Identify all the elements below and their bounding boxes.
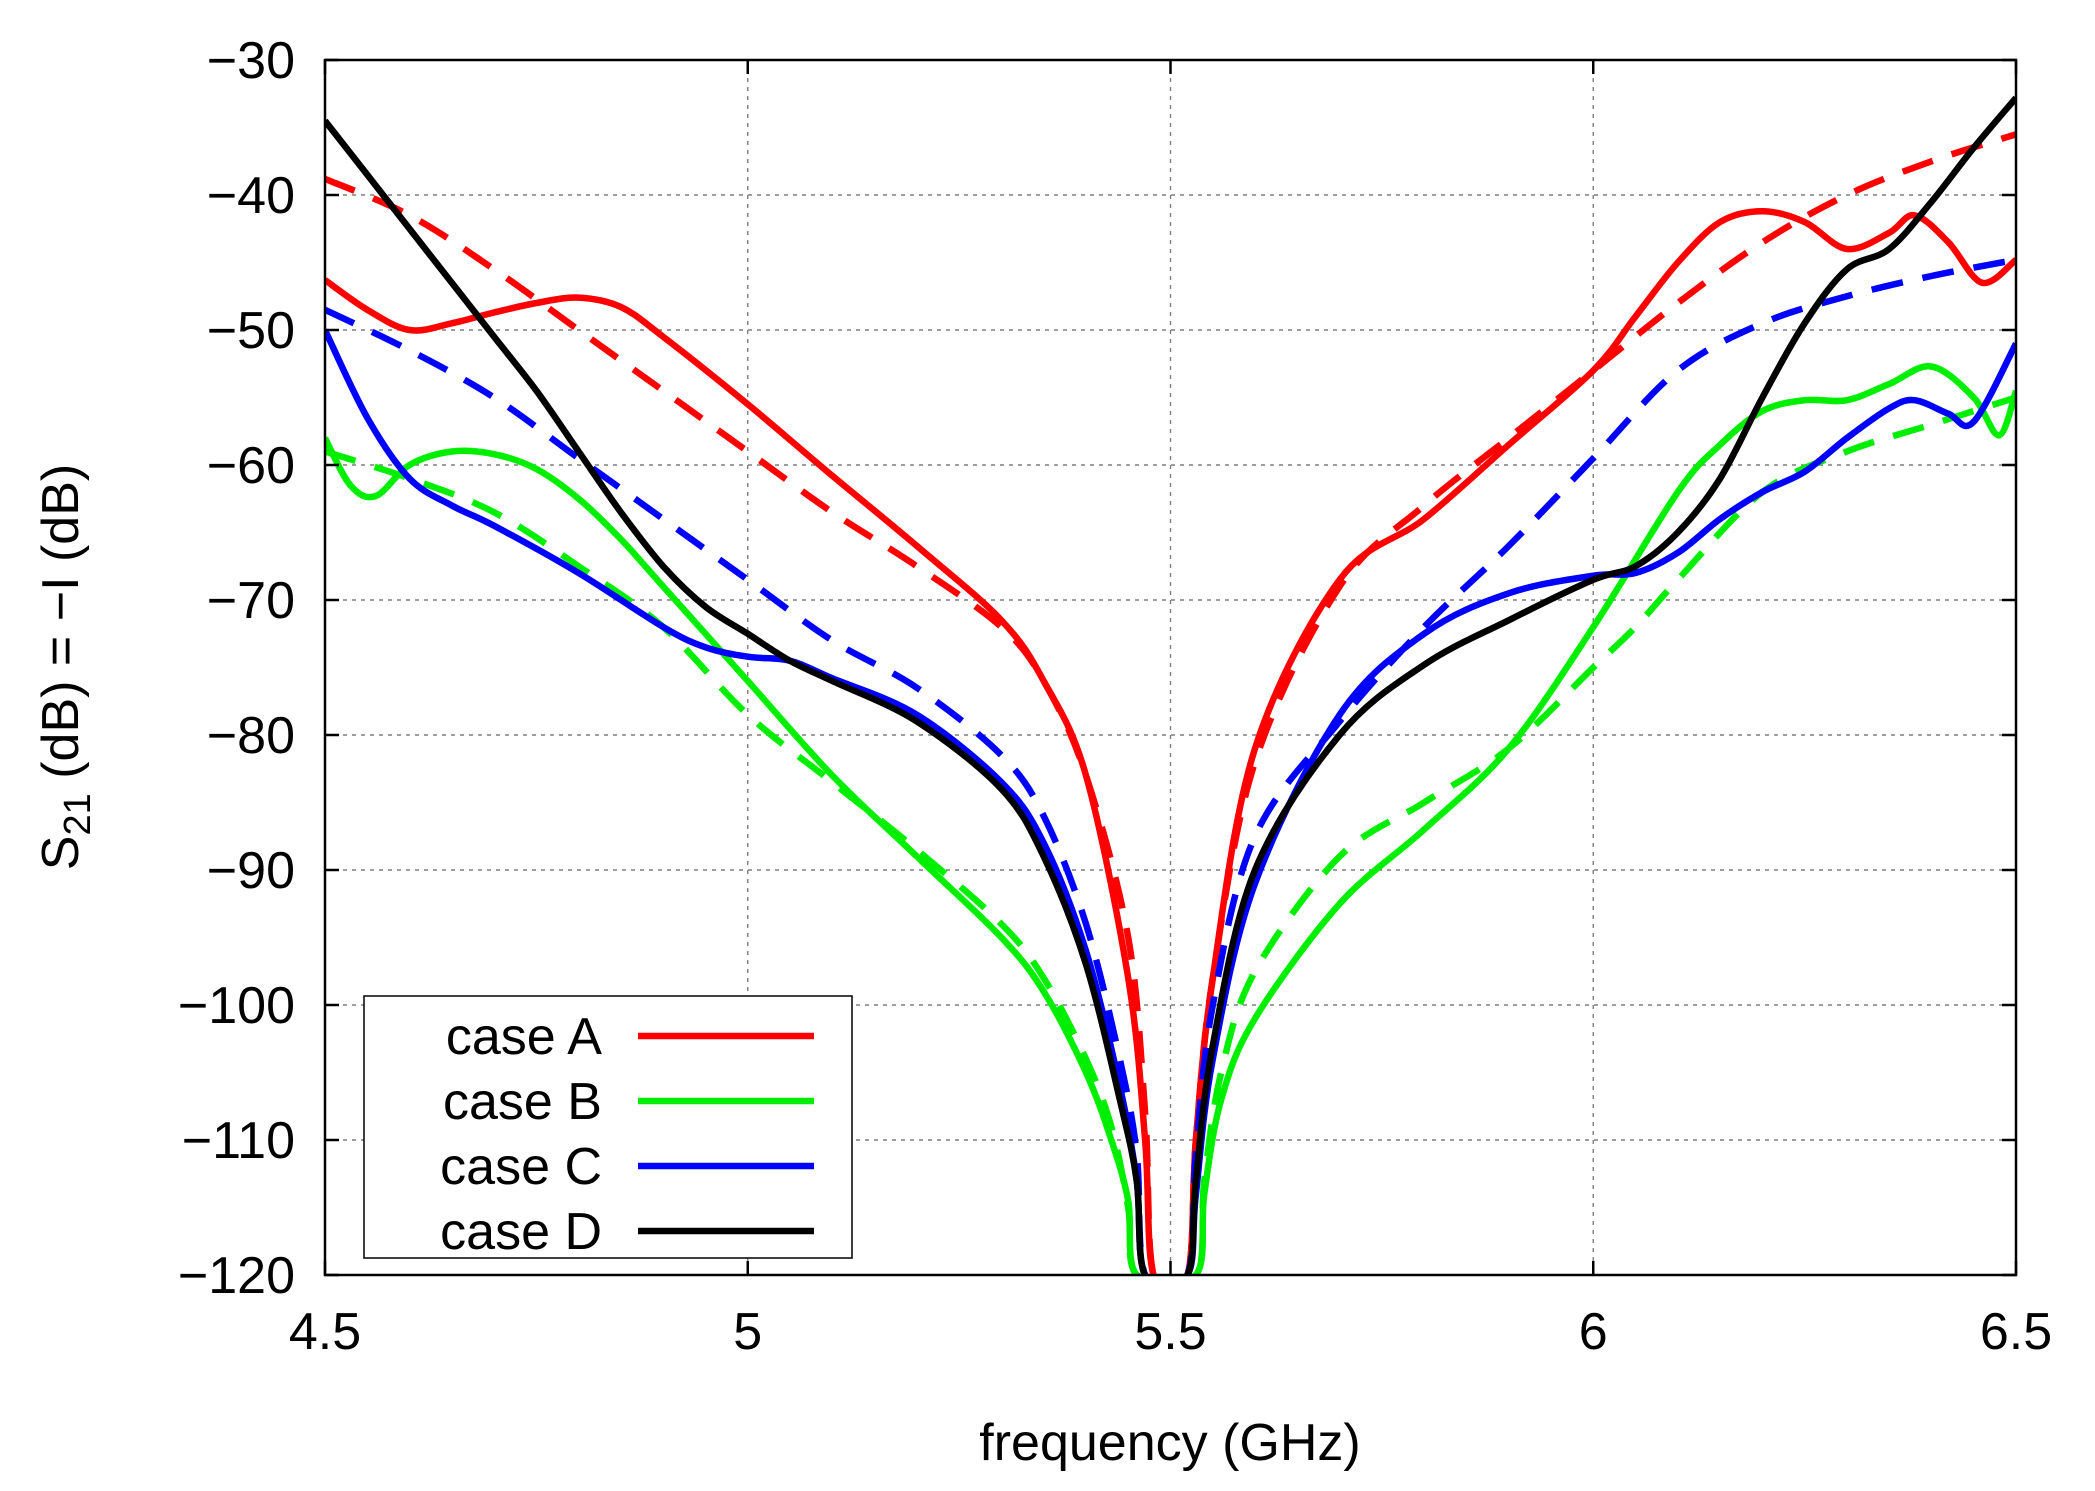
legend: case A case B case C case D — [363, 995, 853, 1261]
y-axis-label: S21 (dB) = −I (dB) — [32, 464, 99, 870]
x-axis-label: frequency (GHz) — [979, 1414, 1360, 1472]
series-case-b — [325, 363, 2016, 1275]
y-label-subscript: 21 — [57, 793, 99, 835]
legend-label: case B — [443, 1073, 602, 1131]
y-tick-label: −80 — [207, 707, 295, 765]
y-tick-label: −50 — [207, 302, 295, 360]
series-case-d — [325, 95, 2016, 1275]
series-case-a-dashed — [325, 131, 2016, 1275]
y-tick-label: −60 — [207, 437, 295, 495]
series-case-c-dashed — [325, 256, 2016, 1275]
y-tick-label: −30 — [207, 32, 295, 90]
x-tick-label: 4.5 — [289, 1303, 361, 1361]
x-tick-label: 5.5 — [1134, 1303, 1206, 1361]
axis-ticks: 4.5 5 5.5 6 6.5 −30 −40 −50 −60 −70 −80 −90 −100 −110… — [178, 32, 2052, 1361]
y-label-main: S — [32, 836, 90, 871]
y-tick-label: −100 — [178, 977, 295, 1035]
legend-box — [363, 995, 853, 1259]
x-tick-label: 6 — [1579, 1303, 1608, 1361]
y-tick-label: −70 — [207, 572, 295, 630]
y-tick-label: −110 — [182, 1112, 295, 1170]
series-case-b-dashed — [325, 394, 2016, 1275]
legend-label: case D — [440, 1203, 602, 1261]
y-label-rest: (dB) = −I (dB) — [32, 464, 90, 793]
legend-label: case C — [440, 1138, 602, 1196]
x-tick-label: 6.5 — [1980, 1303, 2052, 1361]
y-tick-label: −120 — [178, 1247, 295, 1305]
x-tick-label: 5 — [733, 1303, 762, 1361]
legend-label: case A — [446, 1008, 602, 1066]
y-tick-label: −40 — [207, 167, 295, 225]
y-tick-label: −90 — [207, 842, 295, 900]
